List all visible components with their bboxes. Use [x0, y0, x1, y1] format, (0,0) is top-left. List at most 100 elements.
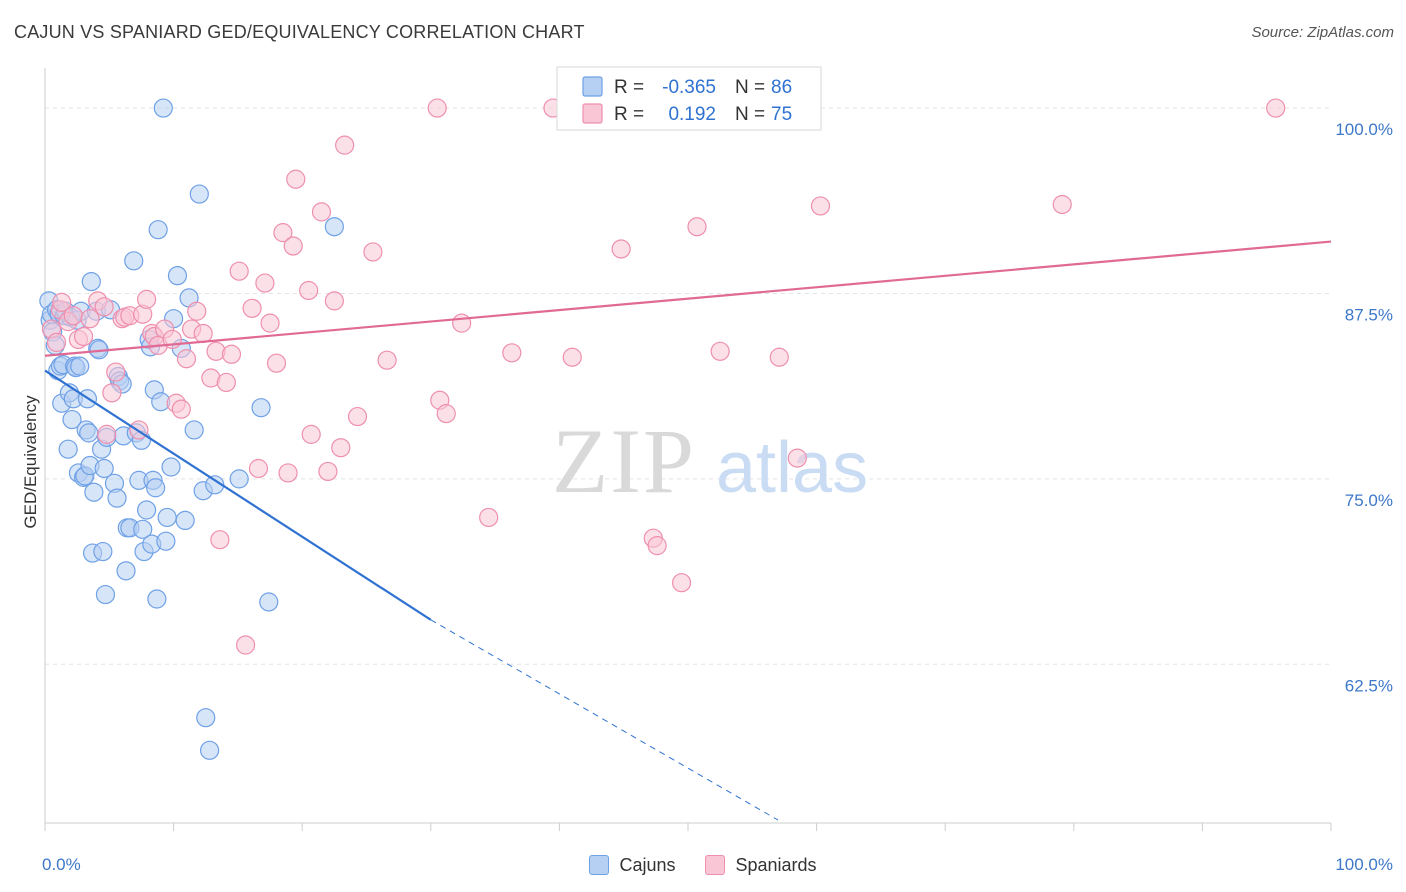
point-spaniards-49	[311, 202, 332, 222]
point-cajuns-32	[84, 482, 104, 502]
point-cajuns-77	[189, 184, 209, 204]
point-cajuns-64	[147, 589, 167, 609]
point-cajuns-16	[62, 409, 82, 430]
stats-r-value-2: 0.192	[668, 104, 716, 125]
point-spaniards-5	[63, 306, 83, 326]
y-tick-labels: 62.5% 75.0% 87.5% 100.0%	[1335, 120, 1393, 695]
point-spaniards-45	[283, 236, 303, 256]
legend-item-cajuns[interactable]: Cajuns	[589, 855, 675, 876]
point-cajuns-38	[94, 458, 114, 479]
point-spaniards-57	[427, 98, 447, 118]
legend-item-spaniards[interactable]: Spaniards	[705, 854, 817, 876]
point-cajuns-51	[124, 251, 144, 271]
point-spaniards-73	[787, 448, 807, 468]
point-spaniards-29	[187, 301, 207, 321]
point-cajuns-37	[93, 541, 113, 562]
point-spaniards-33	[210, 530, 230, 550]
point-spaniards-53	[335, 135, 355, 155]
point-spaniards-32	[206, 341, 226, 361]
point-spaniards-46	[286, 169, 306, 189]
legend-swatch-spaniards	[705, 855, 726, 875]
watermark-zip: ZIP	[552, 410, 696, 512]
point-spaniards-7	[73, 326, 94, 347]
point-spaniards-1	[46, 332, 67, 353]
point-spaniards-27	[176, 349, 197, 369]
stats-r-label-1: R =	[614, 77, 644, 98]
point-cajuns-83	[251, 398, 271, 418]
point-spaniards-56	[377, 350, 397, 370]
point-cajuns-67	[153, 98, 173, 118]
point-spaniards-61	[479, 507, 499, 528]
trend-lines	[44, 240, 1332, 821]
x-tick-label-left: 0.0%	[42, 855, 81, 874]
point-spaniards-71	[710, 341, 730, 361]
y-tick-label-2: 87.5%	[1345, 305, 1393, 324]
point-spaniards-62	[502, 343, 522, 363]
point-spaniards-34	[216, 372, 236, 393]
point-spaniards-54	[347, 406, 368, 427]
point-cajuns-72	[167, 266, 188, 286]
point-spaniards-44	[278, 463, 298, 483]
point-cajuns-48	[116, 561, 136, 581]
point-spaniards-70	[687, 217, 707, 237]
point-spaniards-65	[611, 239, 631, 259]
point-spaniards-3	[52, 292, 72, 312]
point-spaniards-8	[80, 309, 100, 329]
point-cajuns-76	[184, 420, 204, 440]
y-axis-label: GED/Equivalency	[21, 395, 40, 529]
y-tick-label-0: 62.5%	[1345, 676, 1393, 695]
point-spaniards-40	[255, 273, 275, 293]
point-spaniards-59	[436, 404, 456, 424]
point-cajuns-22	[70, 356, 90, 376]
legend-label-spaniards: Spaniards	[735, 854, 817, 875]
point-spaniards-72	[769, 347, 789, 367]
point-spaniards-60	[452, 313, 472, 333]
point-cajuns-85	[324, 217, 344, 237]
point-cajuns-68	[156, 531, 176, 551]
point-cajuns-63	[145, 478, 166, 498]
y-tick-label-3: 100.0%	[1335, 120, 1393, 139]
stats-n-value-2: 75	[771, 104, 792, 125]
point-cajuns-39	[95, 584, 116, 605]
stats-n-value-1: 86	[771, 77, 792, 98]
legend: Cajuns Spaniards	[0, 850, 1406, 880]
point-cajuns-69	[157, 507, 177, 528]
stats-swatch-cajuns	[582, 76, 603, 97]
point-cajuns-28	[79, 423, 99, 443]
y-tick-label-1: 75.0%	[1345, 491, 1393, 510]
x-tick-labels: 0.0% 100.0%	[42, 855, 1393, 874]
point-spaniards-42	[266, 353, 287, 373]
point-spaniards-26	[171, 399, 191, 419]
point-spaniards-47	[299, 280, 319, 301]
stats-n-label-2: N =	[735, 104, 765, 125]
chart-title: CAJUN VS SPANIARD GED/EQUIVALENCY CORREL…	[14, 22, 585, 42]
point-spaniards-48	[301, 424, 321, 444]
point-spaniards-43	[273, 223, 293, 243]
point-spaniards-68	[671, 573, 692, 593]
point-cajuns-65	[148, 220, 168, 240]
point-spaniards-74	[810, 196, 831, 216]
point-spaniards-12	[102, 383, 122, 403]
point-spaniards-75	[1052, 194, 1072, 215]
point-spaniards-67	[647, 536, 667, 556]
trend-line-cajuns	[44, 369, 432, 621]
point-spaniards-35	[221, 344, 242, 364]
stats-box: R = -0.365 N = 86 R = 0.192 N = 75	[556, 66, 822, 131]
stats-n-label-1: N =	[735, 77, 765, 98]
point-cajuns-80	[200, 740, 220, 760]
point-spaniards-64	[562, 347, 582, 367]
point-cajuns-43	[107, 488, 127, 508]
point-cajuns-30	[81, 271, 101, 292]
point-spaniards-10	[94, 297, 114, 317]
legend-label-cajuns: Cajuns	[619, 854, 676, 875]
point-cajuns-57	[136, 500, 157, 520]
point-spaniards-52	[331, 438, 351, 458]
point-cajuns-82	[229, 469, 249, 489]
point-spaniards-76	[1266, 98, 1286, 118]
point-cajuns-84	[259, 592, 279, 612]
point-spaniards-30	[193, 323, 213, 344]
point-spaniards-39	[248, 458, 269, 479]
point-spaniards-38	[242, 298, 262, 318]
point-spaniards-50	[318, 461, 338, 482]
